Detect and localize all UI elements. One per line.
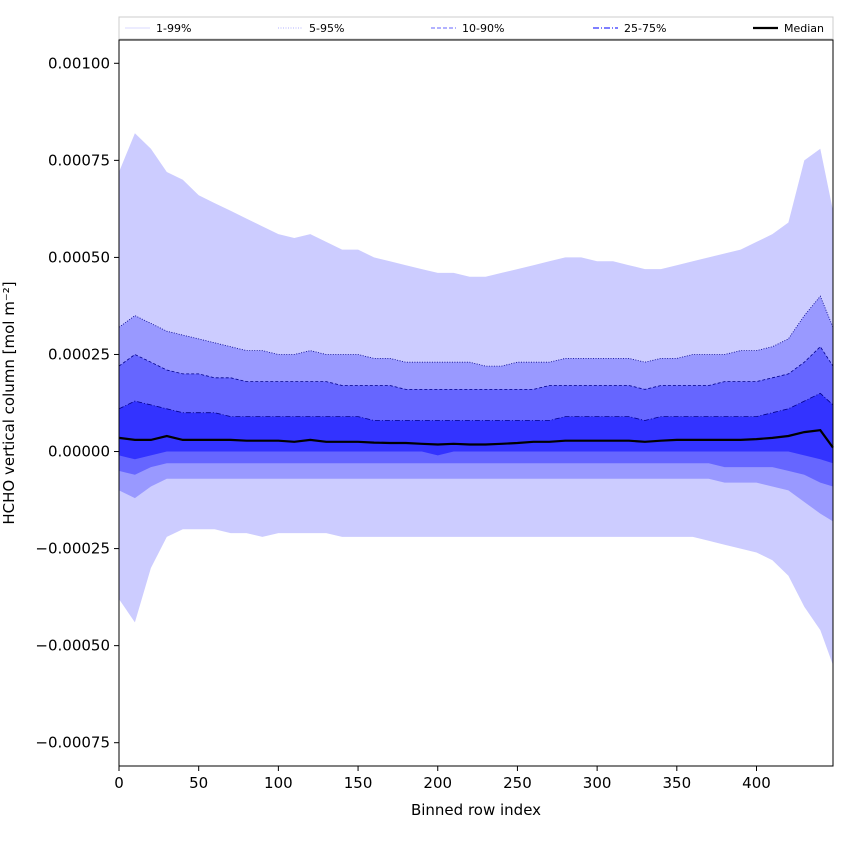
y-axis: −0.00075 −0.00050 −0.00025 0.00000 0.00025 0.… <box>35 54 119 752</box>
legend-label: Median <box>784 22 824 35</box>
legend-frame <box>118 16 834 40</box>
plot-frame <box>118 39 834 767</box>
band-upper-edge-25-75% <box>118 392 834 421</box>
y-tick-label: −0.00075 <box>35 734 110 752</box>
median-line <box>118 429 834 449</box>
median-layer <box>118 429 834 449</box>
x-tick-label: 50 <box>189 774 208 792</box>
x-axis: 0 50 100 150 200 250 300 350 400 <box>114 766 771 792</box>
x-axis-label: Binned row index <box>411 801 541 819</box>
legend-label: 5-95% <box>309 22 344 35</box>
quantile-bands <box>118 133 834 666</box>
legend: 1-99% 5-95% 10-90% 25-75% Median <box>118 16 834 40</box>
legend-label: 1-99% <box>156 22 191 35</box>
x-tick-label: 250 <box>503 774 532 792</box>
y-axis-label: HCHO vertical column [mol m⁻²] <box>0 281 18 524</box>
y-tick-label: 0.00025 <box>48 345 110 363</box>
y-tick-label: 0.00050 <box>48 248 110 266</box>
x-tick-label: 300 <box>583 774 612 792</box>
band-upper-edge-5-95% <box>118 295 834 367</box>
x-tick-label: 200 <box>423 774 452 792</box>
x-tick-label: 350 <box>662 774 691 792</box>
y-tick-label: 0.00000 <box>48 443 110 461</box>
y-tick-label: −0.00050 <box>35 637 110 655</box>
y-tick-label: 0.00100 <box>48 54 110 72</box>
y-tick-label: −0.00025 <box>35 540 110 558</box>
band-25-75% <box>119 393 833 464</box>
x-tick-label: 150 <box>344 774 373 792</box>
x-tick-label: 400 <box>742 774 771 792</box>
legend-label: 10-90% <box>462 22 504 35</box>
y-tick-label: 0.00075 <box>48 151 110 169</box>
legend-label: 25-75% <box>624 22 666 35</box>
x-tick-label: 100 <box>264 774 293 792</box>
x-tick-label: 0 <box>114 774 124 792</box>
